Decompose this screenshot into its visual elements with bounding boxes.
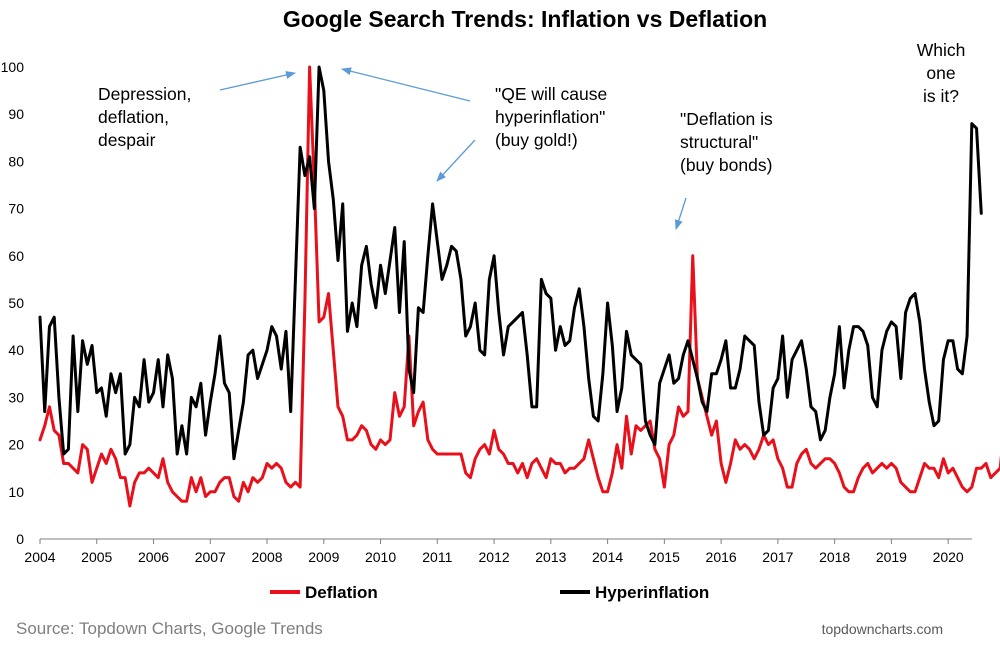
svg-text:Depression,: Depression,	[98, 84, 191, 104]
x-tick-label: 2009	[308, 549, 339, 565]
x-tick-label: 2018	[819, 549, 850, 565]
legend-label-hyperinflation: Hyperinflation	[595, 583, 709, 602]
y-tick-label: 70	[8, 201, 24, 217]
svg-text:(buy bonds): (buy bonds)	[680, 155, 772, 175]
svg-text:is it?: is it?	[923, 86, 959, 106]
annotation-deflation-structural: "Deflation is structural" (buy bonds)	[680, 109, 773, 175]
x-tick-label: 2015	[649, 549, 680, 565]
y-tick-label: 80	[8, 153, 24, 169]
annotation-line: deflation,	[98, 107, 169, 127]
svg-text:despair: despair	[98, 130, 156, 150]
annotation-line: is it?	[923, 86, 959, 106]
annotation-line: Depression,	[98, 84, 191, 104]
svg-text:(buy gold!): (buy gold!)	[495, 130, 578, 150]
svg-text:Which: Which	[917, 40, 966, 60]
annotation-qe: "QE will cause hyperinflation" (buy gold…	[495, 84, 607, 150]
y-tick-label: 50	[8, 295, 24, 311]
y-axis-ticks: 0 10 20 30 40 50 60 70 80 90 100	[1, 59, 25, 547]
x-tick-label: 2005	[81, 549, 112, 565]
y-tick-label: 30	[8, 389, 24, 405]
svg-text:"QE will cause: "QE will cause	[495, 84, 607, 104]
arrow-qe-upper	[341, 67, 471, 102]
x-tick-label: 2006	[138, 549, 169, 565]
legend-label-deflation: Deflation	[305, 583, 378, 602]
x-tick-label: 2017	[762, 549, 793, 565]
x-tick-label: 2007	[195, 549, 226, 565]
series-line-hyperinflation	[38, 65, 983, 461]
x-tick-label: 2016	[706, 549, 737, 565]
y-tick-label: 0	[16, 531, 24, 547]
annotation-which-one: Which one is it?	[917, 40, 966, 106]
annotation-line: one	[926, 63, 955, 83]
y-tick-label: 100	[1, 59, 25, 75]
svg-text:structural": structural"	[680, 132, 758, 152]
chart-title: Google Search Trends: Inflation vs Defla…	[283, 6, 767, 32]
annotation-depression: Depression, deflation, despair	[98, 84, 191, 150]
annotation-line: structural"	[680, 132, 758, 152]
annotation-line: Which	[917, 40, 966, 60]
y-tick-label: 40	[8, 342, 24, 358]
annotation-line: despair	[98, 130, 156, 150]
svg-text:"Deflation is: "Deflation is	[680, 109, 773, 129]
source-note: Source: Topdown Charts, Google Trends	[16, 619, 323, 638]
x-tick-label: 2004	[24, 549, 55, 565]
y-tick-label: 10	[8, 484, 24, 500]
annotation-line: (buy gold!)	[495, 130, 578, 150]
arrow-deflation-structural	[674, 197, 687, 230]
y-tick-label: 90	[8, 106, 24, 122]
series-line-deflation	[38, 65, 1000, 508]
site-credit: topdowncharts.com	[822, 621, 943, 637]
x-axis-ticks: 2004 2005 2006 2007 2008 2009 2010 2011 2012 2013…	[24, 539, 964, 565]
annotation-line: hyperinflation"	[495, 107, 605, 127]
svg-text:one: one	[926, 63, 955, 83]
y-tick-label: 20	[8, 437, 24, 453]
annotation-line: "QE will cause	[495, 84, 607, 104]
x-tick-label: 2008	[251, 549, 282, 565]
x-tick-label: 2019	[876, 549, 907, 565]
series-layer	[38, 65, 1000, 508]
x-tick-label: 2013	[535, 549, 566, 565]
annotation-line: (buy bonds)	[680, 155, 772, 175]
x-tick-label: 2011	[422, 549, 452, 565]
svg-text:hyperinflation": hyperinflation"	[495, 107, 605, 127]
y-tick-label: 60	[8, 248, 24, 264]
x-tick-label: 2010	[365, 549, 396, 565]
annotation-line: "Deflation is	[680, 109, 773, 129]
svg-text:deflation,: deflation,	[98, 107, 169, 127]
x-tick-label: 2020	[933, 549, 964, 565]
arrow-depression	[219, 71, 296, 91]
x-tick-label: 2014	[592, 549, 623, 565]
legend: Deflation Hyperinflation	[270, 583, 709, 602]
x-tick-label: 2012	[479, 549, 510, 565]
arrow-qe-lower	[436, 139, 476, 182]
